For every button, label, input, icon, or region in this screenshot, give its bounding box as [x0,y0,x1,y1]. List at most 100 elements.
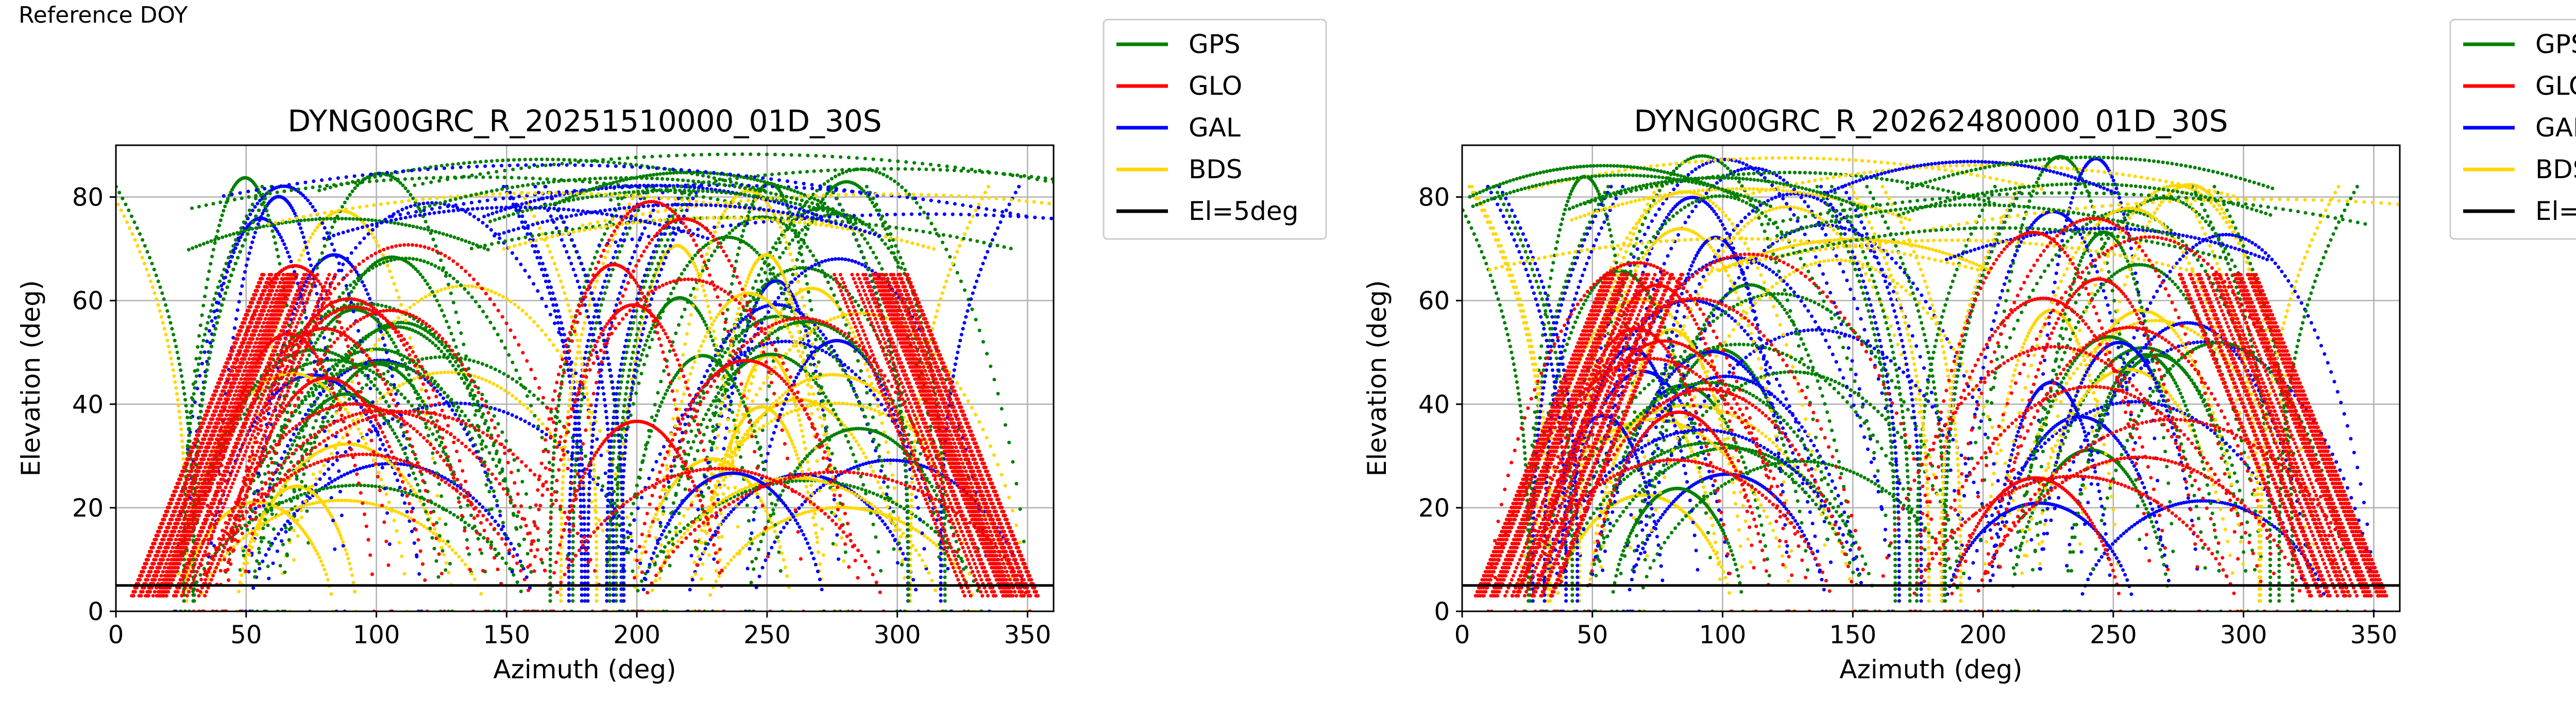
GLO-arc [1556,283,1758,611]
GLO-arc [2213,272,2348,598]
GLO-arc [1977,418,2367,611]
GLO-arc [180,272,314,598]
x-tick-label: 300 [2220,621,2267,649]
GLO-arc [1496,272,1630,598]
GLO-arc [1909,474,2240,611]
x-tick-label: 100 [353,621,400,649]
GAL-arc [544,184,626,603]
GLO-arc [1586,410,1772,611]
GLO-arc [1491,272,1625,598]
GAL-arc [248,253,420,611]
x-tick-label: 350 [1004,621,1052,649]
BDS-arc [516,184,599,603]
GAL-arc [493,203,882,238]
GLO-arc [1514,272,1649,598]
GPS-arc [1905,156,2275,191]
GLO-arc [1948,476,2123,611]
GLO-arc [636,316,967,611]
x-tick-label: 100 [1699,621,1747,649]
chart-panel-1: 0 50 100 150 200 250 300 350 0 20 40 60 80 DYNG00GRC_… [16,19,1327,684]
BDS-arc [706,253,827,611]
GPS-arc [1609,486,1745,611]
y-axis-label: Elevation (deg) [16,280,46,476]
GLO-arc [2196,272,2330,598]
x-tick-label: 50 [230,621,262,649]
GLO-arc [1513,458,1835,611]
GPS-arc [276,320,527,611]
GLO-arc [2254,272,2388,598]
x-tick-label: 150 [483,621,531,649]
chart-title: DYNG00GRC_R_20262480000_01D_30S [1634,104,2228,139]
GLO-arc [856,272,990,598]
GLO-arc [200,402,506,611]
y-tick-label: 0 [1434,597,1450,626]
y-axis-label: Elevation (deg) [1362,280,1392,476]
GLO-arc [1918,385,2267,611]
data-points [1462,154,2400,611]
GLO-arc [197,264,393,611]
y-tick-label: 80 [1418,183,1450,212]
legend-label: GLO [1189,71,1242,101]
legend-label: El=5deg [2535,196,2576,226]
GLO-arc [552,467,886,611]
GAL-arc [1956,210,2150,611]
GAL-arc [391,183,1028,218]
GLO-arc [641,470,1032,611]
GLO-arc [1489,356,1811,611]
GPS-arc [488,188,862,224]
GPS-arc [2009,448,2171,611]
GLO-arc [1914,296,2173,611]
BDS-arc [1709,238,2195,273]
GPS-arc [621,354,785,611]
GPS-arc [1471,173,1773,208]
GLO-arc [530,200,772,611]
GLO-arc [2249,272,2384,598]
GLO-arc [1486,261,1788,611]
legend-label: GPS [2535,29,2576,59]
GLO-arc [1493,272,1628,598]
legend: GPS GLO GAL BDS El=5deg [1103,19,1327,240]
BDS-arc [266,191,832,226]
plot-frame [115,144,1055,612]
legend-label: BDS [1189,155,1243,184]
GLO-arc [540,303,726,611]
GLO-arc [871,272,1006,598]
GAL-arc [1943,501,2136,611]
GAL-arc [505,184,587,603]
BDS-arc [235,484,358,611]
GPS-arc [1897,182,2273,217]
GLO-arc [1959,235,2340,611]
GLO-arc [863,272,998,598]
GLO-arc [2217,272,2351,598]
GLO-arc [880,272,1015,598]
GPS-arc [417,176,835,211]
GLO-arc [2179,272,2313,598]
GLO-arc [896,272,1030,598]
GLO-arc [1556,387,1857,611]
GLO-arc [877,272,1011,598]
y-tick-label: 60 [72,287,104,316]
legend-label: GLO [2535,71,2576,101]
GPS-arc [1829,184,1912,603]
x-tick-label: 350 [2350,621,2398,649]
x-tick-label: 150 [1829,621,1877,649]
GLO-arc [905,272,1039,598]
y-tick-label: 20 [1418,494,1450,523]
y-tick-label: 60 [1418,287,1450,316]
GAL-arc [1621,192,1968,611]
GPS-arc [1567,176,1867,211]
GLO-arc [1521,297,1869,611]
GLO-arc [522,277,855,611]
GLO-arc [1980,325,2279,611]
BDS-arc [650,291,848,611]
GPS-arc [608,184,690,603]
chart-title: DYNG00GRC_R_20251510000_01D_30S [287,104,882,139]
x-axis-label: Azimuth (deg) [493,655,676,684]
GLO-arc [224,376,429,611]
x-tick-label: 200 [1959,621,2007,649]
x-axis-label: Azimuth (deg) [1839,655,2022,684]
BDS-arc [647,476,941,611]
y-tick-label: 80 [72,183,104,212]
GPS-arc [1815,184,1897,603]
